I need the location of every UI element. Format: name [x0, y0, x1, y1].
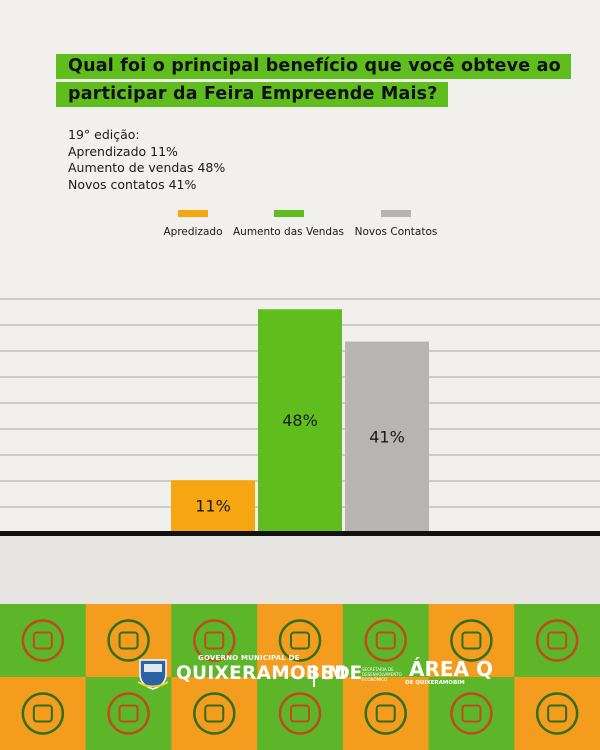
- footer-tile: [514, 677, 600, 750]
- question-line-2: participar da Feira Empreende Mais?: [56, 82, 448, 107]
- footer-tile: [171, 604, 259, 678]
- footer-icon-detail: [547, 631, 568, 650]
- footer-icon: [193, 619, 236, 662]
- question-line-1: Qual foi o principal benefício que você …: [56, 54, 571, 79]
- footer-icon-detail: [32, 704, 53, 723]
- footer-icon-detail: [290, 631, 310, 650]
- footer-icon-detail: [547, 704, 568, 723]
- footer-icon: [278, 619, 322, 662]
- legend-swatch-vendas: [273, 210, 304, 217]
- legend-swatch-aprendizado: [178, 210, 208, 217]
- legend-label-vendas: Aumento das Vendas: [232, 226, 345, 238]
- footer-tile: [428, 604, 516, 678]
- bar-2: [345, 341, 429, 531]
- gov-label: GOVERNO MUNICIPAL DE: [198, 654, 300, 662]
- legend-label-aprendizado: Apredizado: [163, 226, 223, 238]
- footer-banner: [0, 604, 600, 750]
- footer-icon-detail: [375, 631, 396, 650]
- results-notes: 19° edição: Aprendizado 11% Aumento de v…: [68, 127, 225, 193]
- footer-icon-detail: [32, 631, 53, 650]
- footer-icon: [535, 692, 579, 735]
- footer-tile: [0, 604, 87, 678]
- data-label-0: 11%: [195, 497, 231, 516]
- footer-icon-detail: [461, 704, 482, 723]
- footer-tile: [171, 677, 259, 750]
- footer-icon-detail: [118, 704, 139, 723]
- footer-tile: [257, 677, 344, 750]
- bar-0: [171, 480, 255, 531]
- data-label-2: 41%: [369, 427, 405, 446]
- footer-icon-detail: [204, 631, 225, 650]
- footer-icon: [450, 692, 493, 735]
- footer-icon: [535, 619, 579, 662]
- legend-item-vendas: Aumento das Vendas: [231, 210, 346, 238]
- edition-label: 19° edição:: [68, 127, 140, 142]
- footer-icon-detail: [375, 704, 396, 723]
- area-q-subtitle: DE QUIXERAMOBIM: [405, 680, 465, 686]
- footer-tile: [342, 677, 430, 750]
- chart-base-band: [0, 535, 600, 604]
- area-q-title: ÁREA Q: [409, 657, 493, 681]
- sde-subtitle: SECRETARIA DE DESENVOLVIMENTO ECONÔMICO: [362, 667, 402, 682]
- footer-tile: [514, 604, 600, 678]
- footer-tile: [257, 604, 344, 678]
- footer-icon-detail: [461, 631, 482, 650]
- footer-icon: [107, 692, 150, 735]
- footer-icon-detail: [118, 631, 139, 650]
- footer-icon: [364, 692, 407, 735]
- footer-tile: [0, 677, 87, 750]
- government-logos: GOVERNO MUNICIPAL DE QUIXERAMOBIM SDE SE…: [132, 652, 493, 694]
- footer-icon: [450, 619, 493, 662]
- note-contatos: Novos contatos 41%: [68, 176, 197, 192]
- footer-icon: [107, 619, 150, 662]
- footer-icon: [21, 692, 65, 735]
- footer-tile: [85, 677, 173, 750]
- legend-item-contatos: Novos Contatos: [352, 210, 440, 238]
- footer-icon-detail: [290, 704, 310, 723]
- legend-swatch-contatos: [381, 210, 411, 217]
- city-crest-icon: [137, 659, 169, 690]
- note-aprendizado: Aprendizado 11%: [68, 143, 178, 159]
- legend-item-aprendizado: Apredizado: [162, 210, 224, 238]
- footer-icon: [364, 619, 407, 662]
- bar-1: [258, 309, 342, 531]
- logo-divider: [313, 665, 315, 687]
- footer-icon: [21, 619, 65, 662]
- footer-icon: [278, 692, 322, 735]
- footer-tile: [342, 604, 430, 678]
- note-vendas: Aumento de vendas 48%: [68, 160, 226, 175]
- sde-logo: SDE: [321, 663, 363, 684]
- city-name: QUIXERAMOBIM: [176, 663, 347, 684]
- footer-icon-detail: [204, 704, 225, 723]
- footer-pattern: [0, 604, 600, 750]
- footer-icon: [193, 692, 236, 735]
- chart-legend: Apredizado Aumento das Vendas Novos Cont…: [0, 210, 600, 250]
- chart-baseline: [0, 531, 600, 536]
- footer-tile: [428, 677, 516, 750]
- legend-label-contatos: Novos Contatos: [354, 226, 438, 238]
- data-label-1: 48%: [282, 411, 318, 430]
- question-title: Qual foi o principal benefício que você …: [56, 54, 571, 110]
- bar-chart: 11% 48% 41%: [0, 298, 600, 604]
